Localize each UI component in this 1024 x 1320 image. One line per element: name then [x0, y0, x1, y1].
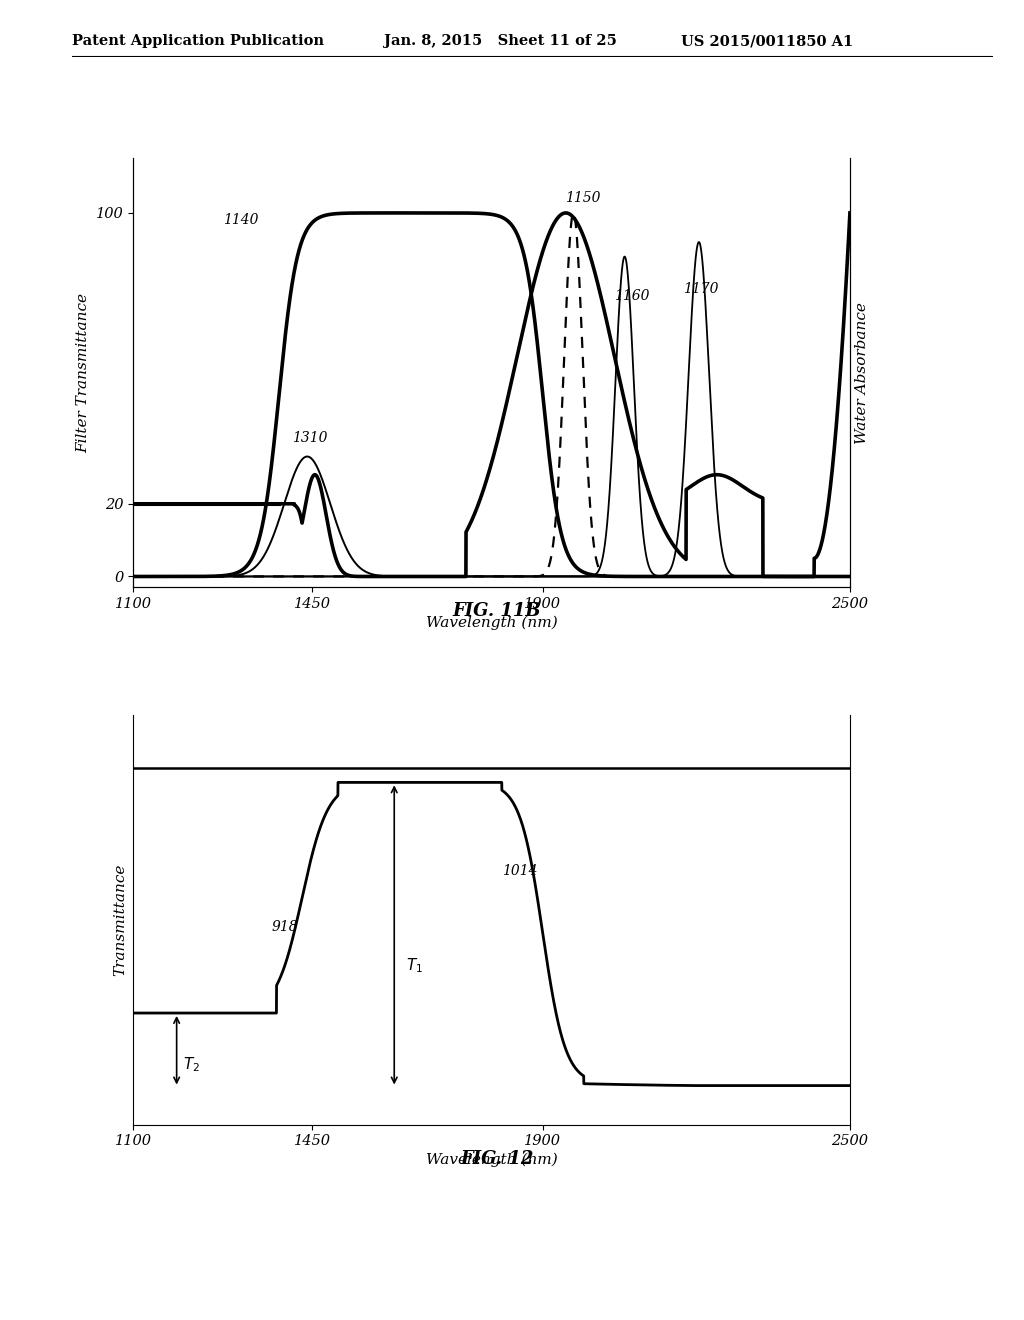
- Y-axis label: Water Absorbance: Water Absorbance: [855, 302, 869, 444]
- Text: 1170: 1170: [684, 282, 719, 296]
- Text: FIG. 11B: FIG. 11B: [453, 602, 541, 620]
- Text: US 2015/0011850 A1: US 2015/0011850 A1: [681, 34, 853, 49]
- Text: $T_1$: $T_1$: [406, 956, 423, 974]
- Text: 1310: 1310: [292, 430, 328, 445]
- Text: 918: 918: [271, 920, 298, 935]
- Text: 1160: 1160: [614, 289, 650, 304]
- Text: Patent Application Publication: Patent Application Publication: [72, 34, 324, 49]
- Y-axis label: Transmittance: Transmittance: [114, 863, 128, 977]
- Text: 1140: 1140: [223, 213, 258, 227]
- Y-axis label: Filter Transmittance: Filter Transmittance: [76, 293, 90, 453]
- Text: $T_2$: $T_2$: [183, 1056, 200, 1074]
- X-axis label: Wavelength (nm): Wavelength (nm): [426, 1152, 557, 1167]
- Text: 1150: 1150: [565, 191, 600, 205]
- Text: Jan. 8, 2015   Sheet 11 of 25: Jan. 8, 2015 Sheet 11 of 25: [384, 34, 616, 49]
- Text: FIG. 12: FIG. 12: [460, 1150, 534, 1168]
- X-axis label: Wavelength (nm): Wavelength (nm): [426, 615, 557, 630]
- Text: 1014: 1014: [502, 865, 538, 878]
